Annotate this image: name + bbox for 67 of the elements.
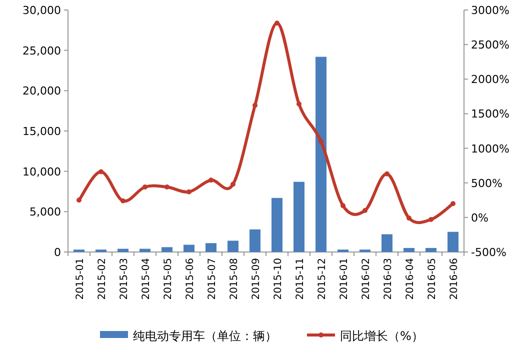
bar — [294, 182, 304, 252]
y-tick-label: 25,000 — [22, 44, 61, 58]
bar — [140, 248, 150, 252]
y-tick-label: 0 — [54, 246, 61, 259]
point — [208, 178, 214, 183]
y2-tick-label: 1500% — [471, 108, 510, 121]
point — [120, 198, 126, 204]
legend-label: 同比增长（%） — [340, 329, 424, 343]
x-tick-label: 2015-04 — [141, 258, 152, 300]
bar — [162, 247, 172, 252]
legend-label: 纯电动专用车（单位：辆） — [133, 329, 277, 343]
point — [142, 184, 148, 190]
x-tick-label: 2016-03 — [383, 258, 394, 300]
point — [76, 198, 82, 203]
x-tick-label: 2015-02 — [97, 258, 108, 300]
x-tick-label: 2015-01 — [75, 258, 86, 300]
point — [296, 102, 302, 107]
point — [230, 182, 236, 187]
bar — [228, 240, 238, 252]
bar — [272, 198, 282, 252]
point — [406, 216, 412, 221]
y2-tick-label: 1000% — [471, 142, 510, 156]
x-tick-label: 2015-05 — [163, 258, 174, 300]
point — [428, 217, 434, 222]
y2-tick-label: 2500% — [471, 38, 510, 52]
y-tick-label: 15,000 — [22, 125, 61, 138]
x-tick-label: 2015-03 — [119, 258, 130, 300]
point — [362, 208, 368, 214]
x-tick-label: 2016-01 — [339, 258, 350, 300]
x-tick-label: 2015-07 — [207, 258, 218, 300]
y-tick-label: 30,000 — [22, 4, 61, 17]
x-tick-label: 2016-06 — [449, 258, 460, 300]
y-tick-label: 20,000 — [22, 84, 61, 98]
point — [384, 171, 390, 176]
x-tick-label: 2015-11 — [295, 258, 306, 300]
bar — [184, 244, 194, 252]
point — [252, 102, 258, 108]
x-tick-label: 2015-12 — [317, 258, 328, 300]
bar — [250, 229, 260, 252]
y2-tick-label: -500% — [471, 246, 506, 259]
x-tick-label: 2016-04 — [405, 258, 416, 300]
x-tick-label: 2016-05 — [427, 258, 438, 300]
point — [450, 201, 456, 206]
y-tick-label: 5,000 — [30, 206, 61, 219]
x-tick-label: 2015-09 — [251, 258, 262, 300]
y-tick-label: 10,000 — [22, 165, 61, 178]
x-tick-label: 2015-06 — [185, 258, 196, 300]
bar — [118, 248, 128, 252]
x-tick-label: 2016-02 — [361, 258, 372, 300]
point — [318, 138, 324, 144]
point — [274, 20, 280, 26]
y2-tick-label: 500% — [471, 176, 502, 190]
bar — [448, 232, 458, 252]
bar — [316, 56, 326, 252]
y2-tick-label: 0% — [471, 211, 488, 224]
y2-tick-label: 3000% — [471, 4, 510, 17]
bar — [382, 234, 392, 252]
point — [186, 189, 192, 194]
point — [164, 184, 170, 190]
point — [98, 169, 104, 174]
bar — [404, 248, 414, 252]
x-tick-label: 2015-10 — [273, 258, 284, 300]
point — [340, 203, 346, 208]
bar — [426, 248, 436, 252]
y2-tick-label: 2000% — [471, 73, 510, 86]
x-tick-label: 2015-08 — [229, 258, 240, 300]
bar — [206, 243, 216, 252]
